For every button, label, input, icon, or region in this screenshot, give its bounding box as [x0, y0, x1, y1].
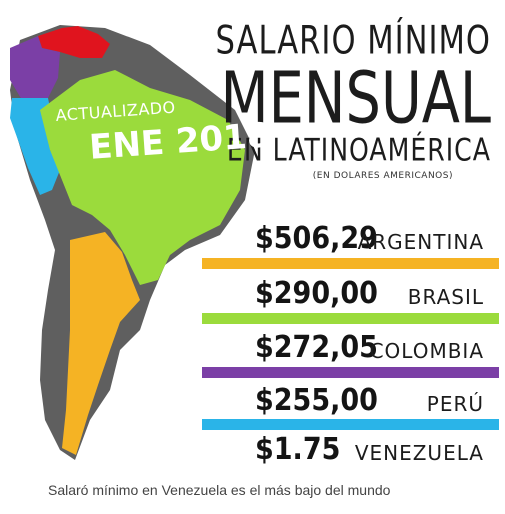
map-argentina — [62, 232, 140, 455]
south-america-map — [10, 25, 255, 460]
stripe-colombia — [202, 367, 499, 378]
wage-amount: $290,00 — [255, 276, 378, 311]
wage-amount: $272,05 — [255, 330, 378, 365]
stripe-argentina — [202, 258, 499, 269]
image-caption: Salaró mínimo en Venezuela es el más baj… — [48, 482, 391, 498]
wage-amount: $1.75 — [255, 432, 341, 467]
stripe-brasil — [202, 313, 499, 324]
infographic: SALARIO MÍNIMO MENSUAL EN LATINOAMÉRICA … — [10, 18, 499, 470]
country-label: ARGENTINA — [357, 230, 484, 254]
chart-subtitle: (EN DOLARES AMERICANOS) — [312, 171, 453, 181]
stripe-peru — [202, 419, 499, 430]
map-venezuela — [38, 26, 110, 58]
wage-row-venezuela: $1.75 VENEZUELA — [250, 427, 490, 470]
country-label: BRASIL — [407, 285, 484, 309]
wage-row-brasil: $290,00 BRASIL — [250, 271, 490, 315]
country-label: COLOMBIA — [369, 339, 484, 363]
chart-title-line-3: EN LATINOAMÉRICA — [226, 132, 491, 169]
wage-amount: $255,00 — [255, 383, 378, 418]
country-label: PERÚ — [426, 392, 484, 416]
wage-row-colombia: $272,05 COLOMBIA — [250, 325, 490, 369]
wage-amount: $506,29 — [255, 221, 378, 256]
country-label: VENEZUELA — [354, 441, 484, 465]
chart-title-line-2: MENSUAL — [220, 56, 491, 140]
map-brasil — [40, 70, 245, 285]
map-colombia — [10, 36, 60, 100]
chart-title-line-1: SALARIO MÍNIMO — [215, 18, 491, 64]
wage-row-peru: $255,00 PERÚ — [250, 378, 490, 422]
wage-row-argentina: $506,29 ARGENTINA — [250, 216, 490, 260]
